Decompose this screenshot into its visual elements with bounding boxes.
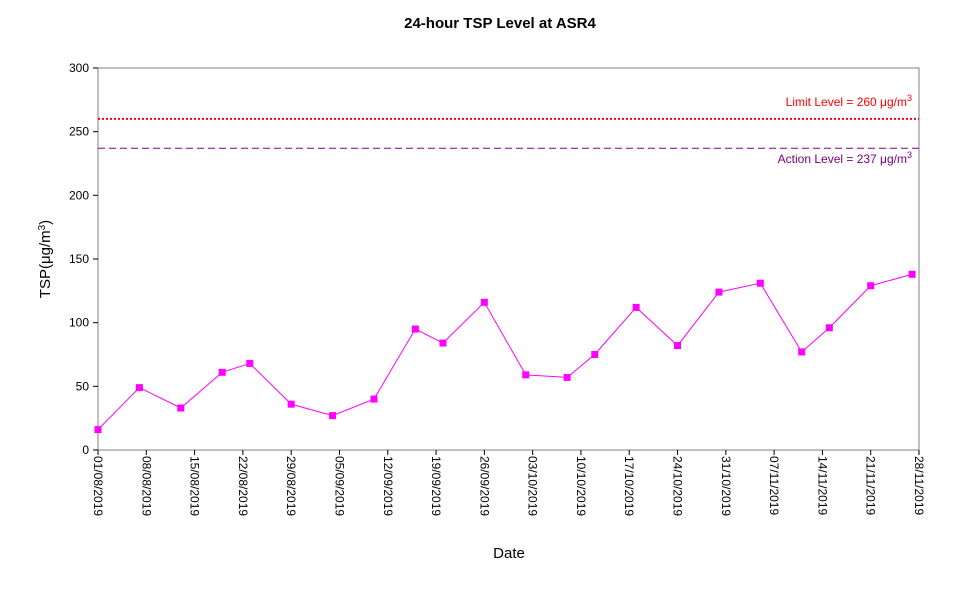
data-point <box>135 384 143 392</box>
chart-title: 24-hour TSP Level at ASR4 <box>404 15 596 32</box>
y-tick-label: 300 <box>69 61 89 75</box>
x-tick-label: 24/10/2019 <box>671 456 685 516</box>
y-tick-label: 150 <box>69 252 89 266</box>
x-tick-label: 28/11/2019 <box>912 456 926 515</box>
data-point <box>674 342 682 350</box>
data-point <box>798 348 806 356</box>
data-point <box>756 279 764 287</box>
x-tick-label: 26/09/2019 <box>477 456 491 516</box>
data-point <box>632 303 640 311</box>
y-tick-label: 100 <box>69 316 89 330</box>
y-axis-title: TSP(μg/m3) <box>37 220 55 298</box>
data-point <box>411 325 419 333</box>
x-tick-label: 29/08/2019 <box>284 456 298 516</box>
x-axis-title: Date <box>493 545 525 562</box>
x-tick-label: 05/09/2019 <box>332 456 346 516</box>
y-tick-label: 200 <box>69 188 89 202</box>
y-tick-label: 0 <box>82 443 89 457</box>
ref-label-superscript: 3 <box>907 150 912 160</box>
data-point <box>825 324 833 332</box>
y-axis: 0 50 100 150 200 250 300 <box>69 61 98 457</box>
data-point <box>591 351 599 358</box>
x-tick-label: 01/08/2019 <box>91 456 105 516</box>
x-tick-label: 10/10/2019 <box>574 456 588 516</box>
data-point <box>867 282 875 290</box>
x-tick-label: 14/11/2019 <box>815 456 829 515</box>
data-point <box>563 373 571 381</box>
reference-lines: Limit Level = 260 μg/m3 Action Level = 23… <box>98 93 919 166</box>
x-tick-label: 22/08/2019 <box>236 456 250 516</box>
data-point <box>439 339 447 347</box>
data-point <box>94 426 102 434</box>
x-tick-label: 15/08/2019 <box>188 456 202 516</box>
ref-label-superscript: 3 <box>907 93 912 103</box>
data-point <box>480 298 488 306</box>
x-tick-label: 31/10/2019 <box>719 456 733 516</box>
data-point <box>287 400 295 408</box>
x-tick-label: 17/10/2019 <box>622 456 636 516</box>
x-tick-label: 07/11/2019 <box>767 456 781 515</box>
x-tick-label: 08/08/2019 <box>139 456 153 516</box>
x-axis: 01/08/2019 08/08/2019 15/08/2019 22/08/2019… <box>91 450 926 516</box>
plot-area <box>97 67 920 451</box>
x-tick-label: 03/10/2019 <box>526 456 540 516</box>
series-line <box>97 273 913 430</box>
y-axis-title-superscript: 3 <box>37 224 48 230</box>
x-tick-label: 21/11/2019 <box>864 456 878 515</box>
x-tick-label: 19/09/2019 <box>429 456 443 516</box>
data-point <box>329 412 337 420</box>
data-point <box>522 371 530 379</box>
data-point <box>177 404 185 412</box>
data-point <box>370 395 378 403</box>
limit-level-label: Limit Level = 260 μg/m3 <box>786 93 912 109</box>
series-tsp <box>94 270 916 434</box>
data-point <box>246 359 254 367</box>
action-level-label: Action Level = 237 μg/m3 <box>778 150 912 166</box>
x-tick-label: 12/09/2019 <box>381 456 395 516</box>
y-tick-label: 250 <box>69 125 89 139</box>
data-point <box>218 368 226 376</box>
y-tick-label: 50 <box>76 379 90 393</box>
data-point <box>715 288 723 296</box>
data-point <box>908 270 916 278</box>
